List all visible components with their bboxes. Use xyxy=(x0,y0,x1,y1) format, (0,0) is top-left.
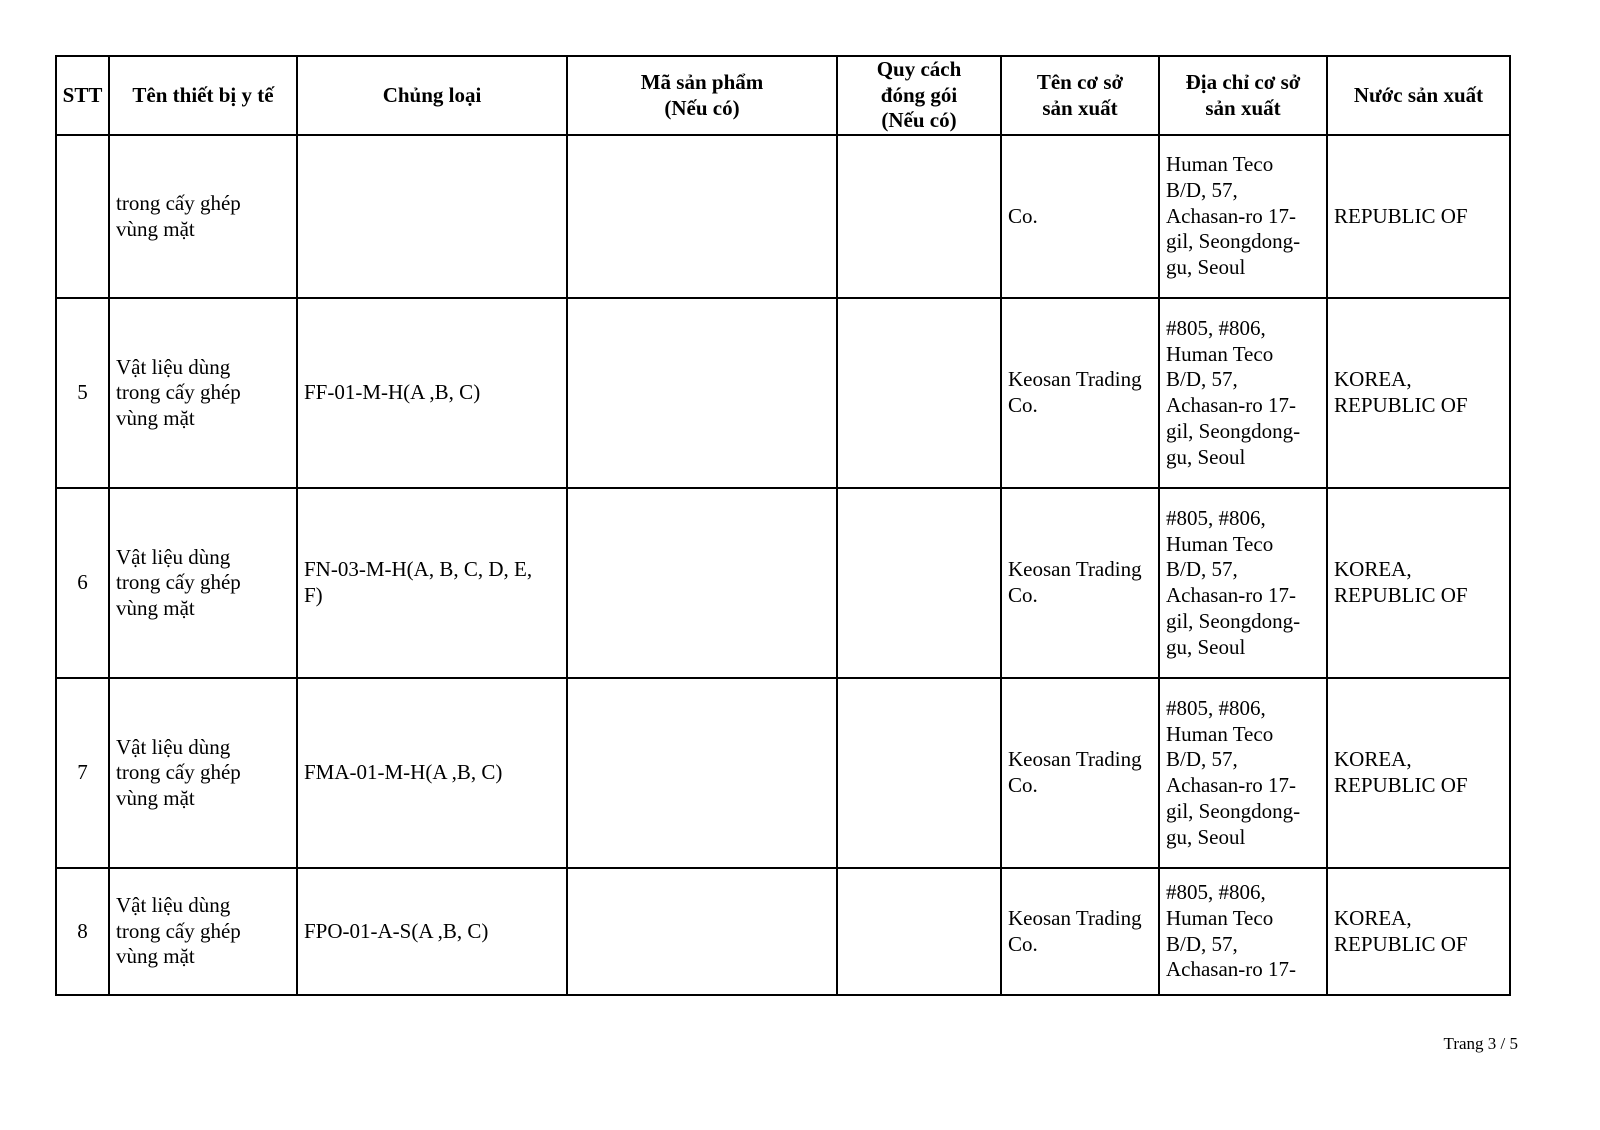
cell-product-code xyxy=(566,134,838,300)
cell-address: #805, #806, Human Teco B/D, 57, Achasan-… xyxy=(1158,297,1328,490)
cell-manufacturer: Co. xyxy=(1000,134,1160,300)
cell-stt: 8 xyxy=(55,867,110,997)
cell-device-name: trong cấy ghép vùng mặt xyxy=(108,134,298,300)
cell-country: KOREA, REPUBLIC OF xyxy=(1326,677,1511,870)
header-packing: Quy cách đóng gói (Nếu có) xyxy=(836,54,1002,137)
cell-device-name: Vật liệu dùng trong cấy ghép vùng mặt xyxy=(108,297,298,490)
cell-address: #805, #806, Human Teco B/D, 57, Achasan-… xyxy=(1158,677,1328,870)
cell-product-code xyxy=(566,677,838,870)
table-row: 8 Vật liệu dùng trong cấy ghép vùng mặt FP… xyxy=(55,867,1511,997)
cell-manufacturer: Keosan Trading Co. xyxy=(1000,487,1160,680)
cell-country: KOREA, REPUBLIC OF xyxy=(1326,487,1511,680)
cell-packing xyxy=(836,867,1002,997)
cell-manufacturer: Keosan Trading Co. xyxy=(1000,677,1160,870)
cell-country: KOREA, REPUBLIC OF xyxy=(1326,867,1511,997)
cell-type: FN-03-M-H(A, B, C, D, E, F) xyxy=(296,487,568,680)
cell-type: FPO-01-A-S(A ,B, C) xyxy=(296,867,568,997)
cell-country: REPUBLIC OF xyxy=(1326,134,1511,300)
header-row: STT Tên thiết bị y tế Chủng loại Mã sản … xyxy=(55,54,1511,137)
table-row: trong cấy ghép vùng mặt Co. Human Teco B/D… xyxy=(55,134,1511,300)
cell-device-name: Vật liệu dùng trong cấy ghép vùng mặt xyxy=(108,487,298,680)
table-row: 7 Vật liệu dùng trong cấy ghép vùng mặt FM… xyxy=(55,677,1511,870)
device-table: STT Tên thiết bị y tế Chủng loại Mã sản … xyxy=(55,54,1511,997)
cell-stt: 6 xyxy=(55,487,110,680)
cell-address: Human Teco B/D, 57, Achasan-ro 17- gil, … xyxy=(1158,134,1328,300)
cell-address: #805, #806, Human Teco B/D, 57, Achasan-… xyxy=(1158,487,1328,680)
cell-packing xyxy=(836,677,1002,870)
cell-type xyxy=(296,134,568,300)
table-row: 5 Vật liệu dùng trong cấy ghép vùng mặt FF… xyxy=(55,297,1511,490)
cell-packing xyxy=(836,297,1002,490)
cell-type: FMA-01-M-H(A ,B, C) xyxy=(296,677,568,870)
cell-packing xyxy=(836,134,1002,300)
cell-device-name: Vật liệu dùng trong cấy ghép vùng mặt xyxy=(108,867,298,997)
cell-product-code xyxy=(566,297,838,490)
cell-country: KOREA, REPUBLIC OF xyxy=(1326,297,1511,490)
page-number: Trang 3 / 5 xyxy=(1443,1034,1518,1053)
header-manufacturer: Tên cơ sở sản xuất xyxy=(1000,54,1160,137)
table-row: 6 Vật liệu dùng trong cấy ghép vùng mặt FN… xyxy=(55,487,1511,680)
cell-product-code xyxy=(566,487,838,680)
header-country: Nước sản xuất xyxy=(1326,54,1511,137)
cell-stt xyxy=(55,134,110,300)
cell-manufacturer: Keosan Trading Co. xyxy=(1000,297,1160,490)
cell-product-code xyxy=(566,867,838,997)
cell-device-name: Vật liệu dùng trong cấy ghép vùng mặt xyxy=(108,677,298,870)
header-stt: STT xyxy=(55,54,110,137)
header-product-code: Mã sản phẩm (Nếu có) xyxy=(566,54,838,137)
cell-type: FF-01-M-H(A ,B, C) xyxy=(296,297,568,490)
cell-stt: 5 xyxy=(55,297,110,490)
header-device-name: Tên thiết bị y tế xyxy=(108,54,298,137)
cell-address: #805, #806, Human Teco B/D, 57, Achasan-… xyxy=(1158,867,1328,997)
cell-manufacturer: Keosan Trading Co. xyxy=(1000,867,1160,997)
header-type: Chủng loại xyxy=(296,54,568,137)
cell-packing xyxy=(836,487,1002,680)
header-address: Địa chỉ cơ sở sản xuất xyxy=(1158,54,1328,137)
cell-stt: 7 xyxy=(55,677,110,870)
